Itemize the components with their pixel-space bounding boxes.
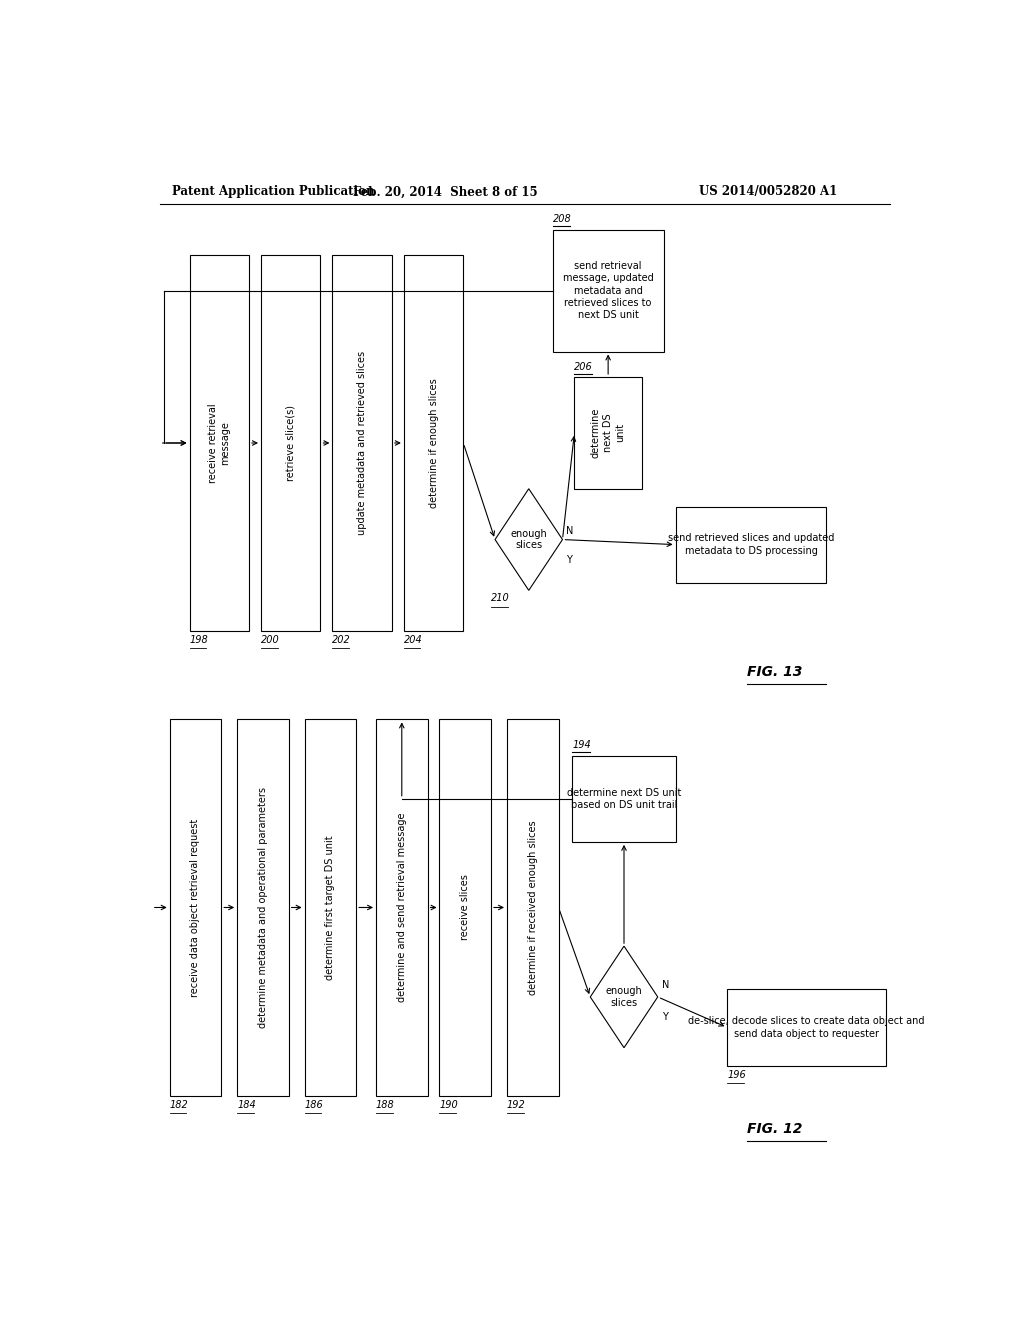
Text: receive slices: receive slices <box>460 875 470 940</box>
Bar <box>238 719 289 1096</box>
Text: Patent Application Publication: Patent Application Publication <box>172 185 374 198</box>
Bar <box>676 507 826 582</box>
Text: determine if received enough slices: determine if received enough slices <box>527 820 538 995</box>
Text: US 2014/0052820 A1: US 2014/0052820 A1 <box>699 185 838 198</box>
Text: N: N <box>662 979 669 990</box>
Bar <box>727 989 886 1065</box>
Polygon shape <box>590 946 657 1048</box>
Text: 182: 182 <box>170 1100 188 1110</box>
Bar <box>507 719 558 1096</box>
Text: determine metadata and operational parameters: determine metadata and operational param… <box>258 787 268 1028</box>
Text: determine first target DS unit: determine first target DS unit <box>326 836 336 979</box>
Text: 190: 190 <box>439 1100 458 1110</box>
Text: determine next DS unit
based on DS unit trail: determine next DS unit based on DS unit … <box>567 788 681 810</box>
Bar <box>439 719 492 1096</box>
Text: 184: 184 <box>238 1100 256 1110</box>
Text: 186: 186 <box>304 1100 324 1110</box>
Text: FIG. 13: FIG. 13 <box>748 665 803 678</box>
Text: de-slice, decode slices to create data object and
send data object to requester: de-slice, decode slices to create data o… <box>688 1016 925 1039</box>
Text: Feb. 20, 2014  Sheet 8 of 15: Feb. 20, 2014 Sheet 8 of 15 <box>353 185 538 198</box>
Text: send retrieval
message, updated
metadata and
retrieved slices to
next DS unit: send retrieval message, updated metadata… <box>563 261 653 321</box>
Bar <box>403 255 463 631</box>
Text: enough
slices: enough slices <box>510 529 547 550</box>
Text: receive data object retrieval request: receive data object retrieval request <box>190 818 201 997</box>
Text: Y: Y <box>662 1012 668 1022</box>
Text: enough
slices: enough slices <box>605 986 642 1007</box>
Text: 206: 206 <box>574 362 593 372</box>
Bar <box>261 255 321 631</box>
Bar <box>572 755 676 842</box>
Text: update metadata and retrieved slices: update metadata and retrieved slices <box>357 351 368 535</box>
Text: receive retrieval
message: receive retrieval message <box>208 403 230 483</box>
Bar <box>574 378 642 488</box>
Text: determine
next DS
unit: determine next DS unit <box>591 408 626 458</box>
Bar <box>304 719 356 1096</box>
Text: 194: 194 <box>572 741 591 751</box>
Text: 208: 208 <box>553 214 571 224</box>
Text: 188: 188 <box>376 1100 394 1110</box>
Text: send retrieved slices and updated
metadata to DS processing: send retrieved slices and updated metada… <box>668 533 835 556</box>
Bar <box>189 255 249 631</box>
Text: 196: 196 <box>727 1069 745 1080</box>
Text: 198: 198 <box>189 635 208 645</box>
Bar <box>170 719 221 1096</box>
Text: retrieve slice(s): retrieve slice(s) <box>286 405 296 480</box>
Text: 202: 202 <box>333 635 351 645</box>
Text: 210: 210 <box>492 594 510 603</box>
Text: 192: 192 <box>507 1100 525 1110</box>
Bar <box>376 719 428 1096</box>
Text: N: N <box>566 527 573 536</box>
Text: determine and send retrieval message: determine and send retrieval message <box>396 813 407 1002</box>
Bar <box>553 230 664 351</box>
Text: 200: 200 <box>261 635 280 645</box>
Text: FIG. 12: FIG. 12 <box>748 1122 803 1137</box>
Text: 204: 204 <box>403 635 423 645</box>
Text: determine if enough slices: determine if enough slices <box>428 378 438 508</box>
Bar <box>333 255 392 631</box>
Polygon shape <box>495 488 562 590</box>
Text: Y: Y <box>566 554 572 565</box>
